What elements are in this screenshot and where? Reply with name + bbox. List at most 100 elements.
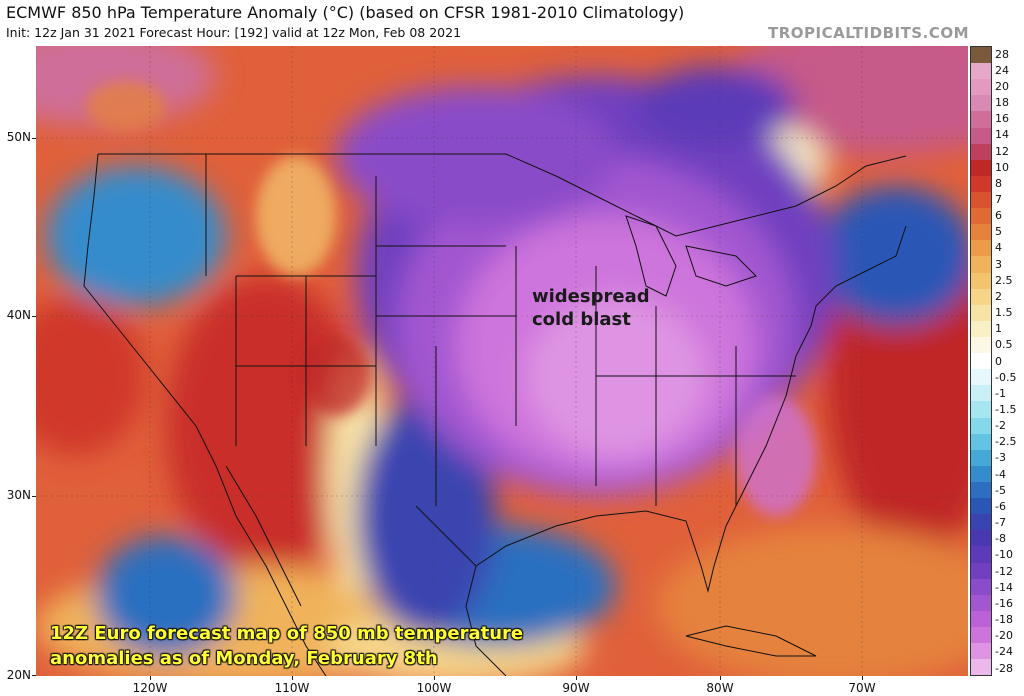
colorbar-label: -1.5 [995,403,1017,417]
lon-label-70w: 70W [848,681,876,695]
colorbar-label: -2.5 [995,435,1017,449]
colorbar-label: 24 [995,63,1009,77]
colorbar-label: 12 [995,144,1009,158]
lat-label-30n: 30N [6,488,31,502]
lat-label-20n: 20N [6,668,31,682]
colorbar-swatch [971,369,991,386]
colorbar-label: 7 [995,192,1002,206]
colorbar-swatch [971,530,991,547]
tick-100w [434,676,435,680]
colorbar-label: -18 [995,613,1013,627]
lon-label-100w: 100W [416,681,452,695]
temperature-anomaly-map [36,46,968,676]
colorbar-label: 1 [995,322,1002,336]
colorbar-label: -2 [995,419,1006,433]
map-title: ECMWF 850 hPa Temperature Anomaly (°C) (… [6,3,685,22]
tick-70w [862,676,863,680]
colorbar-label: -16 [995,596,1013,610]
colorbar-label: 10 [995,160,1009,174]
lon-label-90w: 90W [562,681,590,695]
cold-blast-annotation: widespread cold blast [532,285,650,331]
brand-watermark: TROPICALTIDBITS.COM [768,24,969,42]
colorbar-label: 0.5 [995,338,1013,352]
tick-110w [292,676,293,680]
colorbar-swatch [971,63,991,80]
colorbar-label: -4 [995,467,1006,481]
colorbar-swatch [971,643,991,660]
colorbar-swatch [971,578,991,595]
colorbar-swatch [971,659,991,676]
colorbar-label: 2.5 [995,273,1013,287]
tick-120w [150,676,151,680]
caption-line1: 12Z Euro forecast map of 850 mb temperat… [50,623,524,644]
colorbar-label: 3 [995,257,1002,271]
anomaly-detail [86,81,816,516]
lat-label-50n: 50N [6,130,31,144]
cold-blast-line2: cold blast [532,309,631,330]
colorbar-swatch [971,320,991,337]
map-canvas [36,46,968,676]
colorbar-swatch [971,481,991,499]
colorbar-swatch [971,159,991,176]
colorbar-swatch [971,546,991,563]
graticule [36,46,968,676]
colorbar-swatch [971,626,991,644]
colorbar-label: 0 [995,354,1002,368]
colorbar-label: 5 [995,225,1002,239]
tick-20n [32,675,36,676]
colorbar-label: 4 [995,241,1002,255]
tick-90w [576,676,577,680]
colorbar-swatch [971,79,991,96]
colorbar-swatch [971,449,991,466]
colorbar-label: 18 [995,96,1009,110]
colorbar-label: 20 [995,79,1009,93]
colorbar-label: -5 [995,483,1006,497]
colorbar-swatch [971,401,991,418]
colorbar-label: 6 [995,209,1002,223]
colorbar-swatch [971,175,991,192]
colorbar-label: -1 [995,386,1006,400]
colorbar-swatch [971,143,991,160]
colorbar-label: -7 [995,516,1006,530]
colorbar-swatch [971,47,991,64]
colorbar-swatch [971,594,991,611]
colorbar-swatch [971,304,991,321]
tick-50n [32,138,36,139]
lon-label-120w: 120W [132,681,168,695]
colorbar-swatch [971,208,991,225]
colorbar-label: -24 [995,645,1013,659]
colorbar-swatch [971,127,991,144]
colorbar-labels: 28 24 20 18 16 14 12 10 8 7 6 5 4 3 2.5 2 1.5 1 0.5 0 -0.5 -1… [995,46,1024,676]
colorbar-swatch [971,224,991,241]
map-subtitle: Init: 12z Jan 31 2021 Forecast Hour: [19… [6,25,462,40]
colorbar-label: 28 [995,47,1009,61]
colorbar-swatch [971,417,991,434]
colorbar-label: -8 [995,532,1006,546]
colorbar-swatch [971,353,991,370]
colorbar-label: 16 [995,112,1009,126]
colorbar-label: 14 [995,128,1009,142]
colorbar-swatch [971,336,991,354]
colorbar-label: -0.5 [995,370,1017,384]
colorbar-label: 1.5 [995,306,1013,320]
colorbar-swatch [971,288,991,305]
colorbar-legend [970,46,992,676]
colorbar-swatch [971,610,991,627]
colorbar-swatch [971,272,991,289]
colorbar-swatch [971,498,991,515]
colorbar-label: 2 [995,289,1002,303]
colorbar-swatch [971,191,991,209]
lon-label-80w: 80W [706,681,734,695]
colorbar-swatch [971,433,991,450]
colorbar-label: -14 [995,580,1013,594]
colorbar-label: -3 [995,451,1006,465]
colorbar-label: 8 [995,176,1002,190]
colorbar-swatch [971,240,991,257]
caption-line2: anomalies as of Monday, February 8th [50,648,438,669]
tick-30n [32,496,36,497]
colorbar-swatch [971,111,991,128]
coastlines-borders [83,153,907,676]
colorbar-label: -10 [995,548,1013,562]
map-caption: 12Z Euro forecast map of 850 mb temperat… [50,621,523,671]
colorbar-swatch [971,385,991,402]
